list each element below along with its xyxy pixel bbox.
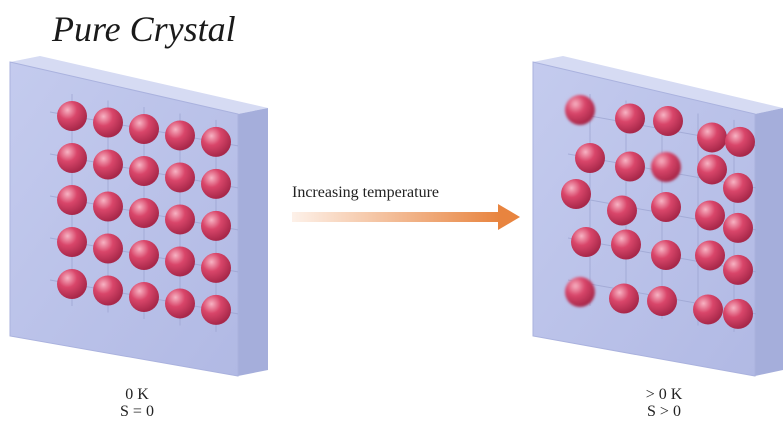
atom (695, 200, 725, 231)
right-slab-top (533, 56, 783, 114)
atom (611, 229, 641, 260)
atom (129, 239, 159, 270)
right-slab-side (755, 108, 783, 376)
right-caption: > 0 K S > 0 (624, 386, 704, 420)
atom (57, 269, 87, 299)
atom (165, 162, 195, 193)
atom (57, 227, 87, 257)
atom (723, 298, 753, 329)
atom (723, 172, 753, 203)
atom (575, 143, 605, 173)
atom (565, 95, 595, 125)
left-atoms (57, 101, 231, 325)
atom (165, 246, 195, 277)
left-entropy: S = 0 (120, 403, 154, 420)
atom (571, 227, 601, 257)
atom (615, 151, 645, 182)
atom (647, 285, 677, 316)
temperature-arrow (292, 204, 520, 230)
atom (201, 168, 231, 199)
atom (129, 281, 159, 312)
atom (129, 197, 159, 228)
atom (129, 155, 159, 186)
atom (653, 105, 683, 136)
arrow-label: Increasing temperature (292, 184, 440, 201)
atom (165, 120, 195, 151)
atom (607, 195, 637, 226)
atom (723, 254, 753, 285)
atom (651, 191, 681, 222)
atom (93, 149, 123, 180)
atom (57, 143, 87, 173)
left-temperature: 0 K (125, 386, 149, 403)
atom (57, 101, 87, 131)
atom (201, 252, 231, 283)
atom (165, 204, 195, 235)
right-temperature: > 0 K (645, 386, 683, 403)
atom (201, 126, 231, 157)
left-slab-side (238, 108, 268, 376)
atom (201, 210, 231, 241)
atom (725, 126, 755, 157)
atom (695, 240, 725, 271)
right-entropy: S > 0 (647, 403, 681, 420)
atom (93, 275, 123, 306)
right-crystal (532, 56, 783, 377)
left-crystal (9, 56, 268, 377)
atom (93, 107, 123, 138)
atom (697, 122, 727, 153)
atom (697, 154, 727, 185)
arrow-shaft (292, 212, 500, 222)
atom (129, 113, 159, 144)
atom (93, 233, 123, 264)
diagram-title: Pure Crystal (52, 9, 236, 49)
atom (93, 191, 123, 222)
right-atoms (561, 95, 755, 329)
left-caption: 0 K S = 0 (97, 386, 177, 420)
atom (615, 103, 645, 134)
arrow-head (498, 204, 520, 230)
atom (651, 151, 681, 182)
atom (165, 288, 195, 319)
atom (723, 212, 753, 243)
atom (693, 294, 723, 325)
left-slab-top (10, 56, 268, 114)
atom (651, 239, 681, 270)
atom (609, 283, 639, 314)
atom (201, 294, 231, 325)
atom (57, 185, 87, 215)
atom (565, 277, 595, 307)
atom (561, 179, 591, 209)
